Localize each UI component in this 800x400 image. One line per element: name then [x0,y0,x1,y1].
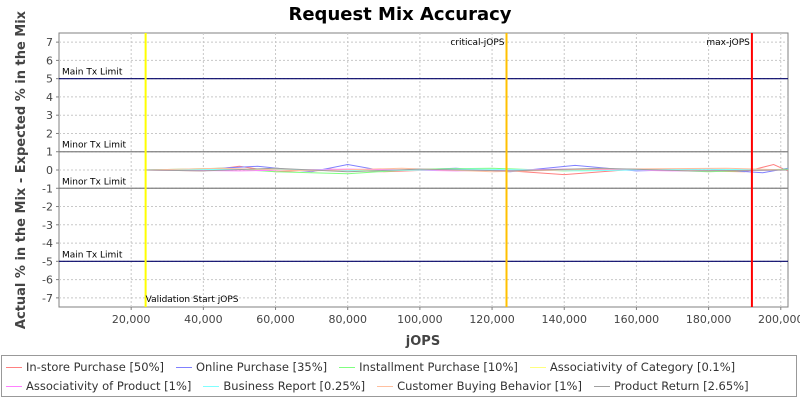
legend-swatch [203,385,220,387]
chart-canvas: Request Mix Accuracy 7 6 5 4 3 2 1 0 -1 -2 -3 -4 -5 -… [14,4,800,349]
marker-line-label: Validation Start jOPS [146,295,239,305]
legend-label: Product Return [2.65%] [613,379,749,393]
y-tick-label: 0 [46,164,53,177]
y-tick-label: -7 [42,292,53,305]
x-tick-label: 20,000 [112,313,151,326]
legend-swatch [593,385,610,387]
marker-line-label: critical-jOPS [450,38,504,48]
series-lines [145,163,789,176]
legend-label: Business Report [0.25%] [223,379,366,393]
legend-label: Associativity of Category [0.1%] [549,360,736,374]
vertical-marker-lines: Validation Start jOPS critical-jOPS max-jO… [144,33,753,307]
y-tick-label: 7 [46,36,53,49]
legend-item: Online Purchase [35%] [172,360,327,374]
legend-item: Product Return [2.65%] [590,379,749,393]
legend-swatch [529,366,546,368]
legend-item: Associativity of Product [1%] [2,379,191,393]
y-tick-label: -1 [42,182,53,195]
y-tick-label: 1 [46,146,53,159]
legend-swatch [339,366,356,368]
y-tick-label: 3 [46,109,53,122]
x-tick-label: 180,000 [686,313,732,326]
y-axis-title: Actual % in the Mix - Expected % in the … [14,10,29,329]
y-tick-label: -3 [42,219,53,232]
legend-label: Installment Purchase [10%] [359,360,518,374]
legend: In-store Purchase [50%] Online Purchase [… [1,355,797,397]
y-tick-label: 6 [46,54,53,67]
x-tick-label: 160,000 [614,313,660,326]
legend-label: Online Purchase [35%] [195,360,328,374]
legend-label: Associativity of Product [1%] [26,379,192,393]
y-tick-label: 2 [46,127,53,140]
x-tick-label: 60,000 [256,313,295,326]
chart-title: Request Mix Accuracy [288,4,511,25]
series-line [145,167,789,173]
series-line [145,168,789,172]
y-tick-label: -2 [42,201,53,214]
legend-item: Associativity of Category [0.1%] [526,360,735,374]
legend-row: Associativity of Product [1%] Business Re… [2,377,757,395]
legend-swatch [6,366,22,368]
y-tick-label: -5 [42,255,53,268]
legend-swatch [175,366,192,368]
x-tick-label: 140,000 [541,313,587,326]
y-axis-ticks: 7 6 5 4 3 2 1 0 -1 -2 -3 -4 -5 -6 -7 [42,36,59,305]
x-tick-label: 100,000 [397,313,443,326]
y-tick-label: -4 [42,237,53,250]
x-axis-title: jOPS [405,334,440,349]
limit-line-label: Minor Tx Limit [62,141,127,151]
limit-line-label: Main Tx Limit [62,68,123,78]
horizontal-limit-lines: Main Tx Limit Minor Tx Limit Minor Tx Limi… [59,68,788,262]
y-tick-label: 5 [46,73,53,86]
y-tick-label: 4 [46,91,53,104]
legend-label: Customer Buying Behavior [1%] [397,379,582,393]
limit-line-label: Main Tx Limit [62,250,123,260]
legend-swatch [377,385,394,387]
x-tick-label: 40,000 [184,313,223,326]
legend-label: In-store Purchase [50%] [26,360,164,374]
legend-row: In-store Purchase [50%] Online Purchase [… [2,358,743,376]
x-tick-label: 120,000 [469,313,515,326]
y-tick-label: -6 [42,274,53,287]
legend-item: Business Report [0.25%] [199,379,365,393]
legend-item: In-store Purchase [50%] [2,360,164,374]
legend-item: Customer Buying Behavior [1%] [373,379,582,393]
legend-swatch [6,385,22,387]
marker-line-label: max-jOPS [706,38,750,48]
x-axis-ticks: 20,000 40,000 60,000 80,000 100,000 120,000 14… [112,307,800,326]
limit-line-label: Minor Tx Limit [62,177,127,187]
x-tick-label: 80,000 [328,313,367,326]
legend-item: Installment Purchase [10%] [335,360,518,374]
x-tick-label: 200,000 [758,313,800,326]
